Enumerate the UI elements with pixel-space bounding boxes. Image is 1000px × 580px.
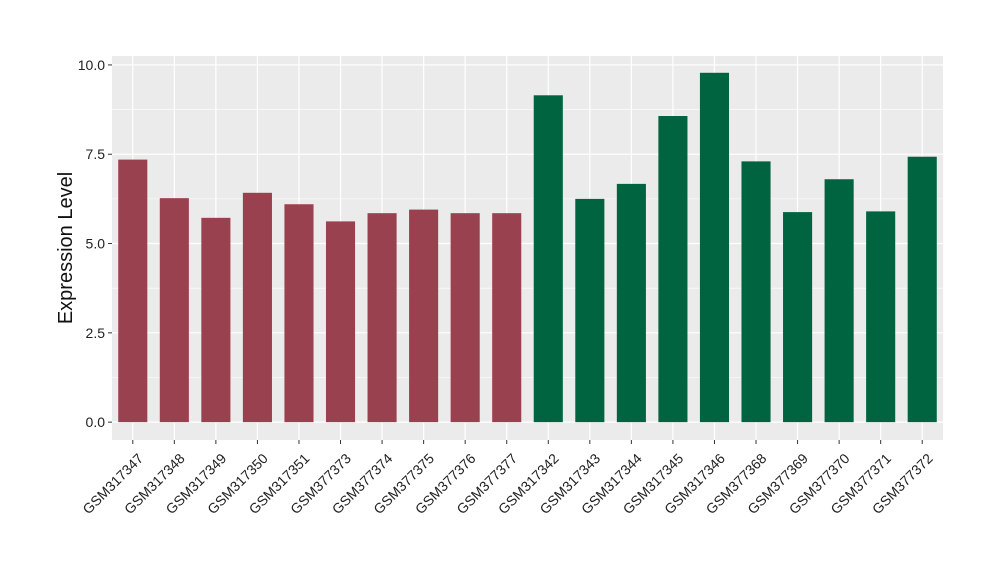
bar-gsm317344 xyxy=(616,183,646,423)
x-axis: GSM317347GSM317348GSM317349GSM317350GSM3… xyxy=(79,440,936,517)
bar-gsm377375 xyxy=(409,209,439,423)
bar-gsm377373 xyxy=(325,221,356,423)
bar-gsm317351 xyxy=(284,204,314,423)
bar-gsm317345 xyxy=(658,116,688,423)
bar-gsm377370 xyxy=(824,179,854,423)
bar-gsm317349 xyxy=(201,217,231,423)
bar-gsm377374 xyxy=(367,213,397,423)
bar-gsm377369 xyxy=(783,212,813,423)
y-tick-label: 7.5 xyxy=(86,146,106,162)
bar-gsm317348 xyxy=(159,198,189,423)
y-tick-label: 10.0 xyxy=(78,57,105,73)
bar-gsm317342 xyxy=(533,95,563,423)
y-tick-label: 5.0 xyxy=(86,236,106,252)
y-axis: 0.0 2.5 5.0 7.5 10.0 xyxy=(78,57,112,430)
bar-gsm317350 xyxy=(242,192,272,423)
y-tick-label: 2.5 xyxy=(86,325,106,341)
bar-gsm377372 xyxy=(907,156,937,423)
bar-gsm377377 xyxy=(492,213,522,423)
y-tick-label: 0.0 xyxy=(86,414,106,430)
bar-gsm377371 xyxy=(866,211,896,423)
y-axis-title: Expression Level xyxy=(55,172,77,324)
bar-gsm377368 xyxy=(741,161,771,423)
bar-gsm317346 xyxy=(699,72,730,423)
bar-gsm317347 xyxy=(118,159,148,423)
bars xyxy=(118,72,937,423)
bar-gsm317343 xyxy=(575,198,605,423)
bar-gsm377376 xyxy=(450,213,480,423)
plot-panel xyxy=(112,56,943,440)
